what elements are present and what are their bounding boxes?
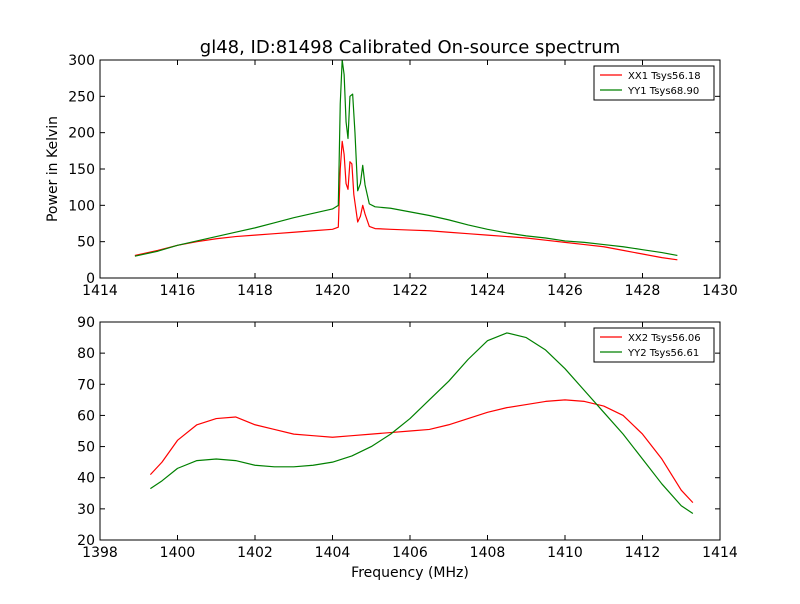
y-tick-label: 50 [77, 440, 95, 456]
x-axis-label: Frequency (MHz) [351, 565, 469, 581]
series-line-1-1 [134, 140, 678, 261]
series-line-2-1 [149, 399, 694, 504]
y-tick-label: 50 [77, 235, 95, 251]
y-tick-label: 30 [77, 502, 95, 518]
x-tick-label: 1404 [315, 545, 351, 561]
x-tick-label: 1416 [160, 283, 196, 299]
y-axis-label: Power in Kelvin [45, 116, 61, 222]
legend-label: XX1 Tsys56.18 [628, 71, 701, 82]
y-tick-label: 250 [68, 89, 95, 105]
series-line-2-2 [150, 332, 694, 515]
x-tick-label: 1430 [702, 283, 738, 299]
x-tick-label: 1400 [160, 545, 196, 561]
series-line-1-2 [134, 60, 678, 257]
x-tick-label: 1418 [237, 283, 273, 299]
legend-box [593, 65, 715, 101]
x-tick-label: 1406 [392, 545, 428, 561]
chart-panel-1: 1414 1416 1418 1420 1422 1424 1426 1428 1430 0 50 1… [45, 53, 738, 299]
x-tick-label: 1402 [237, 545, 273, 561]
x-tick-label: 1414 [702, 545, 738, 561]
x-tick-label: 1410 [547, 545, 583, 561]
legend-2: XX2 Tsys56.06 YY2 Tsys56.61 [593, 327, 715, 363]
x-tick-label: 1412 [625, 545, 661, 561]
y-tick-label: 150 [68, 162, 95, 178]
x-tick-label: 1408 [470, 545, 506, 561]
x-tick-label: 1420 [315, 283, 351, 299]
x-tick-label: 1426 [547, 283, 583, 299]
y-tick-label: 80 [77, 346, 95, 362]
legend-1: XX1 Tsys56.18 YY1 Tsys68.90 [593, 65, 715, 101]
x-tick-label: 1424 [470, 283, 506, 299]
y-tick-label: 200 [68, 126, 95, 142]
x-tick-label: 1422 [392, 283, 428, 299]
chart-title: gl48, ID:81498 Calibrated On-source spec… [200, 37, 620, 58]
x-tick-label: 1414 [82, 283, 118, 299]
y-tick-label: 100 [68, 198, 95, 214]
y-tick-label: 20 [77, 533, 95, 549]
chart-panel-2: 1398 1400 1402 1404 1406 1408 1410 1412 1414 20 30… [77, 315, 738, 581]
y-tick-label: 300 [68, 53, 95, 69]
legend-label: YY2 Tsys56.61 [627, 348, 699, 359]
y-tick-label: 60 [77, 408, 95, 424]
legend-box [593, 327, 715, 363]
legend-label: YY1 Tsys68.90 [627, 86, 699, 97]
y-tick-label: 90 [77, 315, 95, 331]
x-tick-label: 1398 [82, 545, 118, 561]
y-tick-label: 70 [77, 377, 95, 393]
x-tick-label: 1428 [625, 283, 661, 299]
y-tick-label: 40 [77, 471, 95, 487]
legend-label: XX2 Tsys56.06 [628, 333, 701, 344]
y-tick-label: 0 [86, 271, 95, 287]
